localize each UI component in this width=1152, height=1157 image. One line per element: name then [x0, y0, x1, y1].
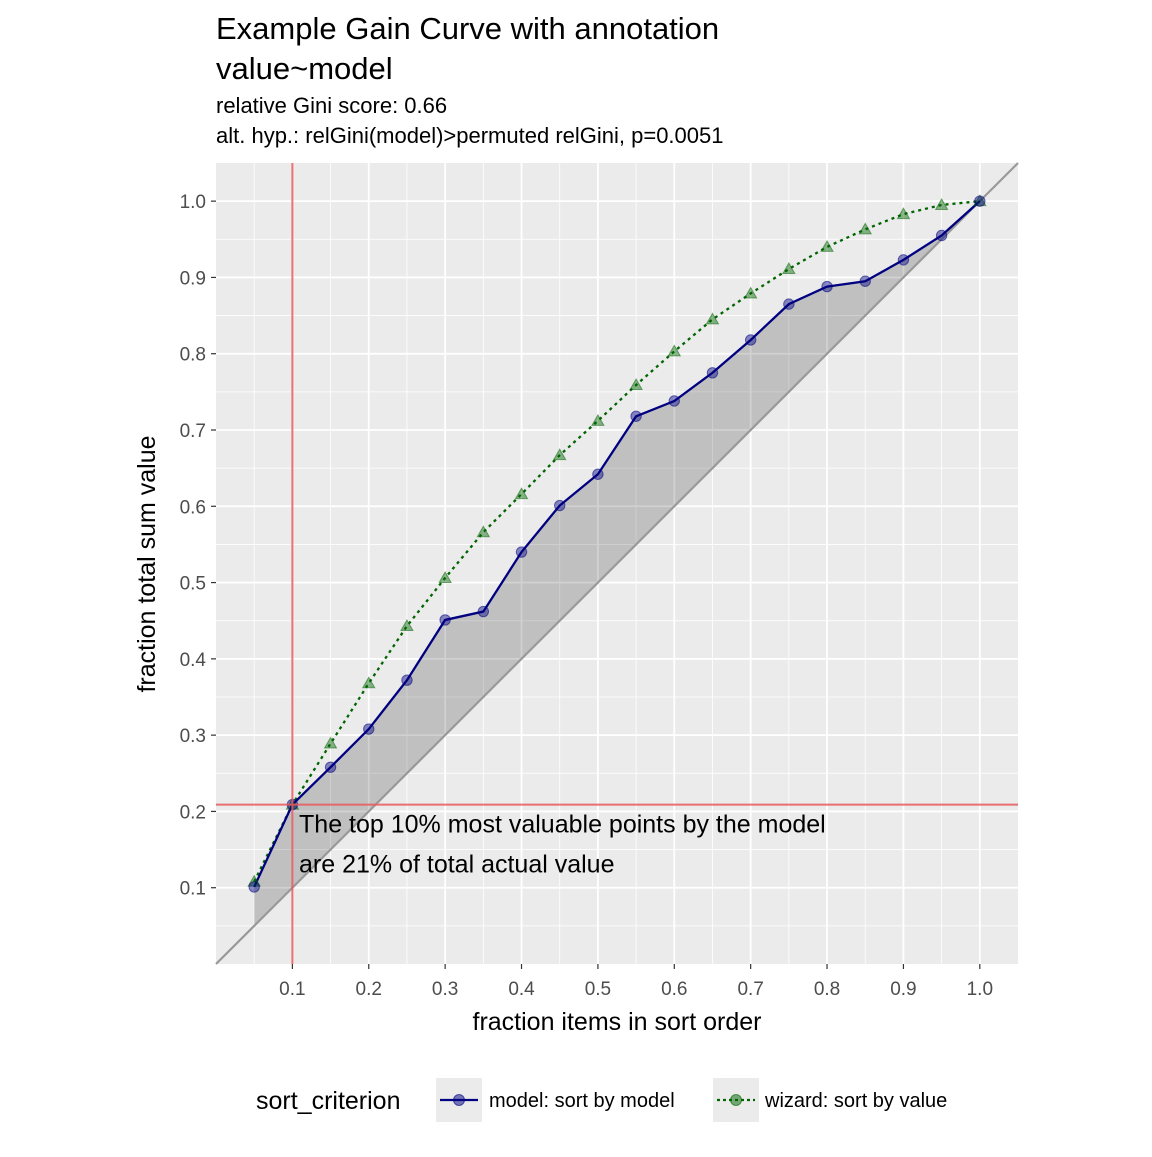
legend-key-model-marker: [453, 1094, 465, 1106]
model-point: [515, 546, 528, 558]
legend-key-model: [436, 1078, 482, 1122]
legend-label-wizard: wizard: sort by value: [764, 1090, 947, 1112]
x-tick-label: 0.5: [585, 979, 611, 1000]
wizard-point: [629, 377, 643, 390]
model-point: [401, 674, 413, 686]
annotation-line-1: The top 10% most valuable points by the …: [299, 810, 826, 838]
model-point: [477, 605, 490, 618]
wizard-point: [667, 344, 682, 357]
wizard-point: [247, 874, 262, 887]
wizard-point: [361, 676, 376, 689]
x-tick-label: 0.6: [661, 979, 687, 1000]
x-axis: 0.1 0.2 0.3 0.4 0.5 0.6 0.7 0.8 0.9 1.0: [279, 964, 993, 1000]
x-tick-label: 0.8: [814, 979, 840, 1000]
y-axis-title: fraction total sum value: [133, 435, 161, 692]
wizard-point: [743, 286, 758, 299]
y-tick-label: 1.0: [180, 192, 206, 213]
minor-gridlines: [216, 163, 1018, 964]
wizard-point: [896, 207, 911, 220]
legend-title: sort_criterion: [256, 1087, 401, 1115]
model-point: [554, 499, 566, 512]
chart-subtitle-line-1: relative Gini score: 0.66: [216, 93, 447, 118]
y-tick-label: 0.3: [180, 726, 206, 747]
model-point: [248, 881, 260, 893]
wizard-point: [972, 194, 987, 207]
x-tick-label: 0.1: [279, 979, 305, 1000]
x-tick-label: 0.4: [508, 979, 535, 1000]
model-point: [744, 334, 757, 346]
model-point: [439, 614, 451, 626]
y-tick-label: 0.2: [180, 802, 206, 823]
x-tick-label: 0.9: [890, 979, 916, 1000]
model-point: [783, 298, 795, 310]
x-tick-label: 0.3: [432, 979, 458, 1000]
y-tick-label: 0.5: [180, 574, 206, 595]
wizard-point: [400, 619, 414, 632]
y-tick-label: 0.8: [180, 345, 206, 366]
wizard-point: [934, 197, 949, 210]
model-point: [821, 280, 833, 293]
chart-title-line-1: Example Gain Curve with annotation: [216, 11, 719, 46]
legend-key-wizard: [713, 1078, 759, 1122]
wizard-line: [253, 199, 980, 883]
x-tick-label: 0.2: [356, 979, 382, 1000]
y-tick-label: 0.9: [180, 268, 206, 289]
model-point: [324, 761, 337, 773]
wizard-point: [591, 413, 605, 426]
y-tick-label: 0.1: [180, 879, 206, 900]
x-axis-title: fraction items in sort order: [473, 1008, 762, 1036]
model-point: [592, 468, 604, 480]
wizard-point: [476, 525, 491, 538]
model-point: [363, 723, 375, 735]
x-tick-label: 1.0: [967, 979, 993, 1000]
model-line: [253, 200, 981, 888]
y-axis: 0.1 0.2 0.3 0.4 0.5 0.6 0.7 0.8 0.9 1.0: [180, 192, 216, 900]
wizard-point: [820, 239, 834, 252]
chart-title-line-2: value~model: [216, 51, 393, 86]
wizard-point: [781, 262, 796, 275]
model-point: [859, 275, 871, 287]
model-point: [706, 367, 719, 379]
wizard-point: [514, 487, 529, 500]
x-tick-label: 0.7: [737, 979, 763, 1000]
legend: sort_criterion model: sort by model wiza…: [256, 1078, 947, 1122]
y-tick-label: 0.4: [180, 650, 207, 671]
model-point: [630, 410, 642, 422]
legend-key-wizard-marker: [730, 1094, 742, 1106]
wizard-point: [858, 222, 873, 235]
wizard-point: [705, 312, 720, 325]
y-tick-label: 0.6: [180, 497, 206, 518]
chart-subtitle-line-2: alt. hyp.: relGini(model)>permuted relGi…: [216, 123, 723, 148]
model-point: [668, 395, 680, 407]
y-tick-label: 0.7: [180, 421, 206, 442]
model-point: [935, 229, 948, 242]
wizard-point: [552, 448, 567, 461]
model-point: [897, 254, 910, 266]
plot-content: The top 10% most valuable points by the …: [215, 162, 1019, 965]
model-point: [974, 195, 986, 207]
wizard-point: [438, 570, 453, 583]
annotation-line-2: are 21% of total actual value: [299, 850, 614, 878]
legend-label-model: model: sort by model: [489, 1090, 675, 1112]
wizard-point: [323, 736, 338, 749]
diagonal-line: [215, 162, 1019, 965]
